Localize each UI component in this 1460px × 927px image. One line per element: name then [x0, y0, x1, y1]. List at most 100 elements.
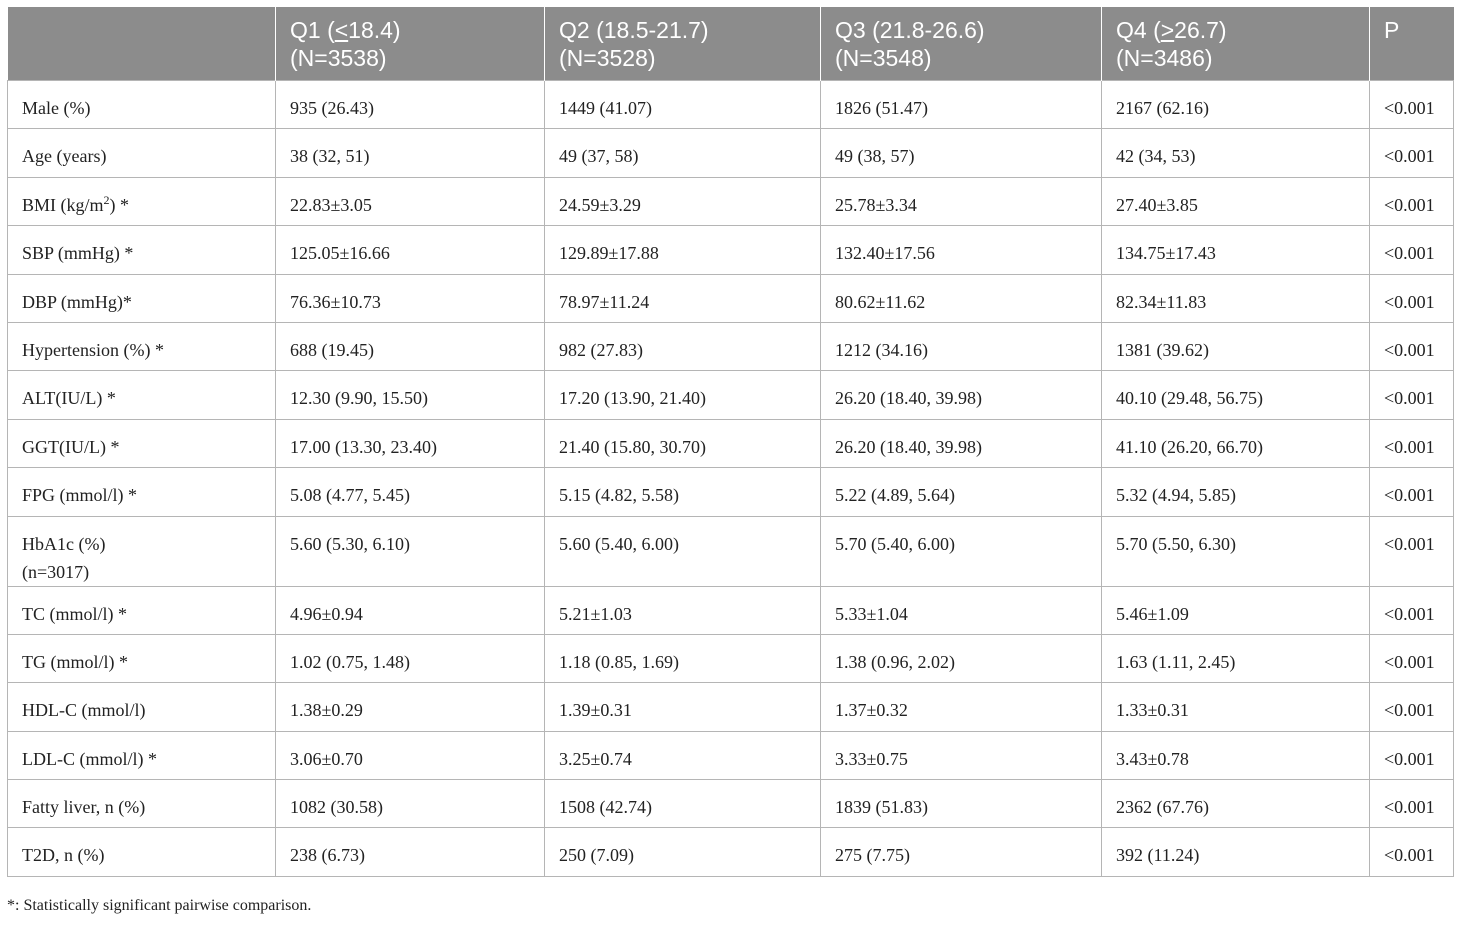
cell-q1: 76.36±10.73 [275, 273, 545, 323]
cell-q4: 42 (34, 53) [1101, 128, 1370, 178]
row-label: SBP (mmHg) * [7, 225, 276, 275]
cell-q2: 5.15 (4.82, 5.58) [544, 467, 821, 517]
cell-q4: 134.75±17.43 [1101, 225, 1370, 275]
row-label: DBP (mmHg)* [7, 273, 276, 323]
table-row: GGT(IU/L) * 17.00 (13.30, 23.40) 21.40 (… [7, 418, 1454, 469]
header-q3-label: Q3 (21.8-26.6) [835, 17, 985, 43]
table-row: TG (mmol/l) * 1.02 (0.75, 1.48) 1.18 (0.… [7, 633, 1454, 684]
cell-q2: 1449 (41.07) [544, 79, 821, 130]
table-row: Male (%) 935 (26.43) 1449 (41.07) 1826 (… [7, 79, 1454, 130]
cell-q4: 5.70 (5.50, 6.30) [1101, 515, 1370, 587]
table-row: LDL-C (mmol/l) * 3.06±0.70 3.25±0.74 3.3… [7, 730, 1454, 781]
header-q2-n: (N=3528) [559, 45, 656, 71]
cell-p: <0.001 [1369, 128, 1454, 178]
table-row: Fatty liver, n (%) 1082 (30.58) 1508 (42… [7, 779, 1454, 829]
cell-q2: 17.20 (13.90, 21.40) [544, 370, 821, 420]
row-label: T2D, n (%) [7, 827, 276, 877]
cell-p: <0.001 [1369, 225, 1454, 275]
cell-p: <0.001 [1369, 633, 1454, 684]
cell-q2: 21.40 (15.80, 30.70) [544, 418, 821, 469]
row-label-suffix: ) * [109, 194, 130, 215]
cell-q4: 27.40±3.85 [1101, 176, 1370, 227]
cell-q4: 5.46±1.09 [1101, 585, 1370, 635]
row-label: BMI (kg/m2) * [7, 176, 276, 227]
cell-p: <0.001 [1369, 321, 1454, 372]
cell-q4: 3.43±0.78 [1101, 730, 1370, 781]
cell-q2: 1508 (42.74) [544, 779, 821, 829]
row-label: GGT(IU/L) * [7, 418, 276, 469]
row-label: FPG (mmol/l) * [7, 467, 276, 517]
cell-q2: 3.25±0.74 [544, 730, 821, 781]
cell-p: <0.001 [1369, 515, 1454, 587]
header-q4-value: 26.7) [1174, 17, 1227, 43]
row-label-text: BMI (kg/m [22, 194, 104, 215]
cell-q1: 4.96±0.94 [275, 585, 545, 635]
cell-q4: 1.33±0.31 [1101, 682, 1370, 732]
header-q1-symbol: < [334, 17, 349, 43]
cell-q4: 1.63 (1.11, 2.45) [1101, 633, 1370, 684]
table-row: Hypertension (%) * 688 (19.45) 982 (27.8… [7, 321, 1454, 372]
row-label: Fatty liver, n (%) [7, 779, 276, 829]
cell-q2: 1.39±0.31 [544, 682, 821, 732]
header-q1-n: (N=3538) [290, 45, 387, 71]
table-row: HDL-C (mmol/l) 1.38±0.29 1.39±0.31 1.37±… [7, 682, 1454, 732]
cell-q1: 22.83±3.05 [275, 176, 545, 227]
header-q1: Q1 (<18.4) (N=3538) [275, 7, 545, 81]
cell-p: <0.001 [1369, 467, 1454, 517]
header-p: P [1369, 7, 1454, 81]
cell-q1: 935 (26.43) [275, 79, 545, 130]
header-q4-symbol: > [1160, 17, 1175, 43]
row-label-text: HbA1c (%) [22, 533, 106, 554]
row-label: LDL-C (mmol/l) * [7, 730, 276, 781]
table-row: HbA1c (%) (n=3017) 5.60 (5.30, 6.10) 5.60… [7, 515, 1454, 587]
table-row: SBP (mmHg) * 125.05±16.66 129.89±17.88 1… [7, 225, 1454, 275]
table-container: Q1 (<18.4) (N=3538) Q2 (18.5-21.7) (N=35… [7, 7, 1454, 877]
table-header-row: Q1 (<18.4) (N=3538) Q2 (18.5-21.7) (N=35… [7, 7, 1454, 81]
cell-q1: 12.30 (9.90, 15.50) [275, 370, 545, 420]
cell-q4: 392 (11.24) [1101, 827, 1370, 877]
row-label-subtext: (n=3017) [22, 561, 90, 582]
cell-q3: 3.33±0.75 [820, 730, 1102, 781]
table-footnote: *: Statistically significant pairwise co… [7, 897, 312, 914]
header-q4-n: (N=3486) [1116, 45, 1213, 71]
cell-q3: 1826 (51.47) [820, 79, 1102, 130]
row-label: TC (mmol/l) * [7, 585, 276, 635]
cell-p: <0.001 [1369, 176, 1454, 227]
characteristics-table: Q1 (<18.4) (N=3538) Q2 (18.5-21.7) (N=35… [7, 7, 1454, 877]
cell-q1: 125.05±16.66 [275, 225, 545, 275]
cell-q3: 5.33±1.04 [820, 585, 1102, 635]
cell-p: <0.001 [1369, 418, 1454, 469]
cell-q2: 982 (27.83) [544, 321, 821, 372]
cell-p: <0.001 [1369, 79, 1454, 130]
header-q4: Q4 (>26.7) (N=3486) [1101, 7, 1370, 81]
header-q3-n: (N=3548) [835, 45, 932, 71]
cell-q2: 78.97±11.24 [544, 273, 821, 323]
cell-q3: 5.70 (5.40, 6.00) [820, 515, 1102, 587]
table-row: Age (years) 38 (32, 51) 49 (37, 58) 49 (… [7, 128, 1454, 178]
cell-q2: 5.60 (5.40, 6.00) [544, 515, 821, 587]
cell-q2: 1.18 (0.85, 1.69) [544, 633, 821, 684]
cell-q1: 1.38±0.29 [275, 682, 545, 732]
header-q4-label: Q4 ( [1116, 17, 1161, 43]
header-q3: Q3 (21.8-26.6) (N=3548) [820, 7, 1102, 81]
table-row: ALT(IU/L) * 12.30 (9.90, 15.50) 17.20 (1… [7, 370, 1454, 420]
cell-q2: 24.59±3.29 [544, 176, 821, 227]
cell-q3: 132.40±17.56 [820, 225, 1102, 275]
cell-q3: 5.22 (4.89, 5.64) [820, 467, 1102, 517]
cell-p: <0.001 [1369, 827, 1454, 877]
row-label: Male (%) [7, 79, 276, 130]
header-q2: Q2 (18.5-21.7) (N=3528) [544, 7, 821, 81]
cell-q4: 5.32 (4.94, 5.85) [1101, 467, 1370, 517]
table-row: DBP (mmHg)* 76.36±10.73 78.97±11.24 80.6… [7, 273, 1454, 323]
cell-p: <0.001 [1369, 585, 1454, 635]
header-empty-cell [7, 7, 276, 81]
table-row: BMI (kg/m2) * 22.83±3.05 24.59±3.29 25.7… [7, 176, 1454, 227]
cell-q3: 1212 (34.16) [820, 321, 1102, 372]
cell-q3: 26.20 (18.40, 39.98) [820, 418, 1102, 469]
cell-q3: 80.62±11.62 [820, 273, 1102, 323]
table-row: FPG (mmol/l) * 5.08 (4.77, 5.45) 5.15 (4… [7, 467, 1454, 517]
row-label: HbA1c (%) (n=3017) [7, 515, 276, 587]
cell-q4: 40.10 (29.48, 56.75) [1101, 370, 1370, 420]
row-label: Age (years) [7, 128, 276, 178]
cell-q3: 275 (7.75) [820, 827, 1102, 877]
